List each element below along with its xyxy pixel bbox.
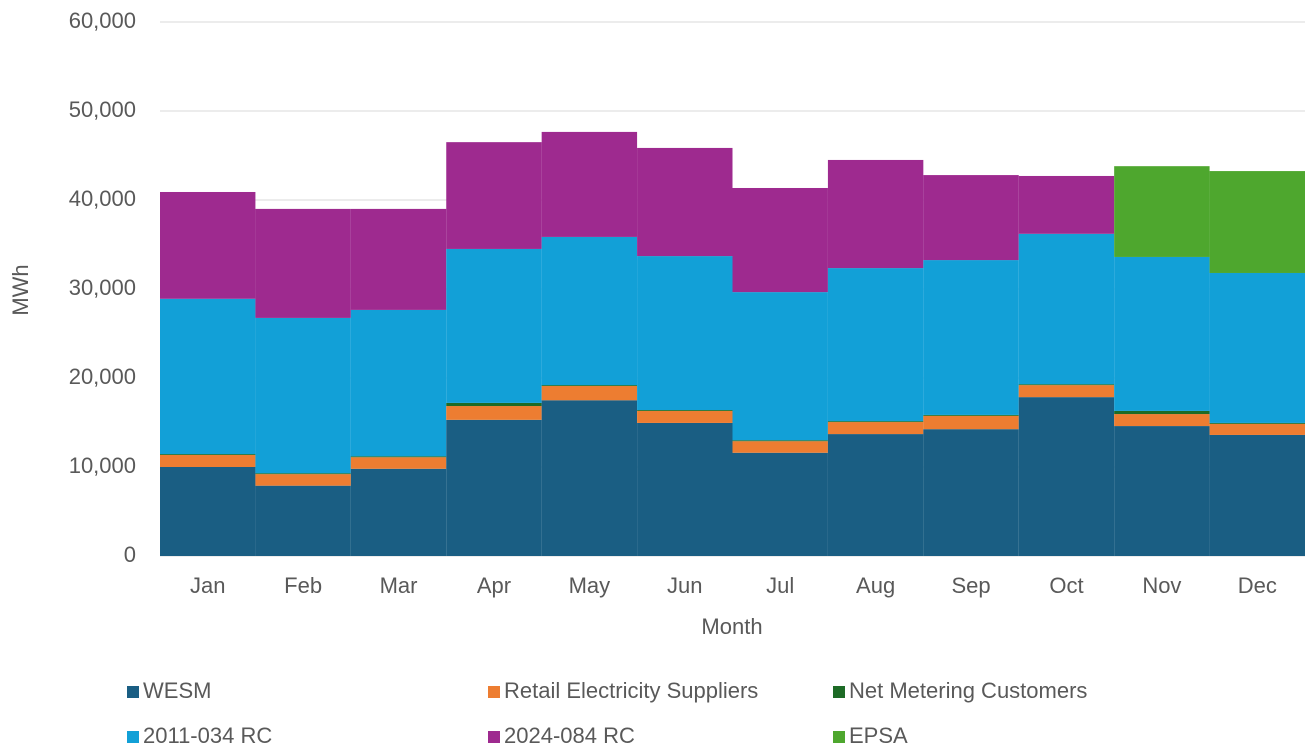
bar-segment: [160, 454, 256, 467]
bar-segment: [350, 468, 447, 556]
y-tick-label: 60,000: [69, 8, 136, 33]
bar-segment: [160, 191, 256, 299]
bar-segment: [350, 309, 447, 457]
bar-segment: [1209, 423, 1305, 435]
x-tick-label: Mar: [380, 573, 418, 598]
bar-segment: [1018, 385, 1115, 398]
bar-segment: [1209, 171, 1305, 273]
bar-segment: [350, 456, 447, 458]
bar-segment: [160, 467, 256, 556]
bar-segment: [732, 452, 828, 556]
bar-segment: [446, 406, 542, 420]
legend-label: EPSA: [849, 723, 908, 748]
bar-segment: [732, 440, 828, 442]
legend-swatch: [488, 686, 500, 698]
bar-segment: [350, 457, 447, 469]
bar-segment: [446, 402, 542, 407]
bar-segment: [446, 142, 542, 249]
bar-segment: [923, 175, 1019, 261]
bar-segment: [541, 236, 638, 386]
x-tick-label: Sep: [951, 573, 990, 598]
bar-segment: [1018, 233, 1115, 385]
bar-segment: [1114, 256, 1210, 411]
bar-segment: [541, 131, 638, 237]
bar-segment: [637, 147, 733, 257]
bar-segment: [827, 421, 924, 423]
legend-swatch: [833, 686, 845, 698]
bar-segment: [923, 414, 1019, 416]
bar-segment: [1209, 272, 1305, 423]
bar-segment: [541, 400, 638, 556]
x-tick-label: Dec: [1238, 573, 1277, 598]
bar-segment: [827, 268, 924, 422]
bar-segment: [1209, 422, 1305, 424]
bar-segment: [1018, 175, 1115, 234]
legend-swatch: [127, 686, 139, 698]
x-tick-label: Nov: [1142, 573, 1181, 598]
x-tick-label: Jan: [190, 573, 225, 598]
bar-segment: [923, 415, 1019, 430]
bar-segment: [160, 298, 256, 455]
y-tick-label: 40,000: [69, 186, 136, 211]
y-tick-label: 0: [124, 542, 136, 567]
bar-segment: [255, 317, 351, 474]
bar-segment: [541, 385, 638, 387]
bar-segment: [1209, 434, 1305, 556]
x-axis-label: Month: [701, 614, 762, 639]
bar-segment: [1018, 384, 1115, 386]
legend-swatch: [833, 731, 845, 743]
bar-segment: [446, 248, 542, 403]
bar-segment: [255, 485, 351, 556]
bar-segment: [923, 260, 1019, 415]
bar-segment: [637, 410, 733, 411]
y-tick-label: 50,000: [69, 97, 136, 122]
bar-segment: [1114, 166, 1210, 257]
bar-segment: [350, 208, 447, 310]
legend-label: Net Metering Customers: [849, 678, 1087, 703]
bar-segment: [637, 422, 733, 556]
legend-label: Retail Electricity Suppliers: [504, 678, 758, 703]
bar-segment: [923, 429, 1019, 556]
bar-segment: [827, 422, 924, 435]
x-tick-label: Jul: [766, 573, 794, 598]
bar-segment: [446, 419, 542, 556]
bar-segment: [160, 454, 256, 455]
x-tick-label: Feb: [284, 573, 322, 598]
bar-segment: [1018, 397, 1115, 556]
bar-segment: [827, 434, 924, 556]
bar-segment: [1114, 410, 1210, 415]
bar-segment: [1114, 426, 1210, 556]
y-tick-label: 30,000: [69, 275, 136, 300]
bar-segment: [255, 208, 351, 318]
x-tick-label: Oct: [1049, 573, 1083, 598]
y-tick-label: 20,000: [69, 364, 136, 389]
x-tick-label: Jun: [667, 573, 702, 598]
y-axis-label: MWh: [8, 264, 33, 315]
legend-label: 2011-034 RC: [143, 723, 272, 748]
bar-segment: [637, 256, 733, 411]
legend-swatch: [127, 731, 139, 743]
y-tick-label: 10,000: [69, 453, 136, 478]
bar-segment: [255, 474, 351, 486]
bar-segment: [732, 187, 828, 293]
legend-swatch: [488, 731, 500, 743]
legend-label: 2024-084 RC: [504, 723, 635, 748]
x-tick-label: May: [569, 573, 611, 598]
bar-segment: [732, 441, 828, 453]
bar-segment: [541, 386, 638, 401]
x-tick-label: Aug: [856, 573, 895, 598]
bar-segment: [637, 410, 733, 423]
legend-label: WESM: [143, 678, 211, 703]
bar-segment: [1114, 414, 1210, 427]
bar-segment: [732, 292, 828, 441]
x-tick-label: Apr: [477, 573, 511, 598]
bar-segment: [827, 159, 924, 269]
bar-segment: [255, 473, 351, 475]
